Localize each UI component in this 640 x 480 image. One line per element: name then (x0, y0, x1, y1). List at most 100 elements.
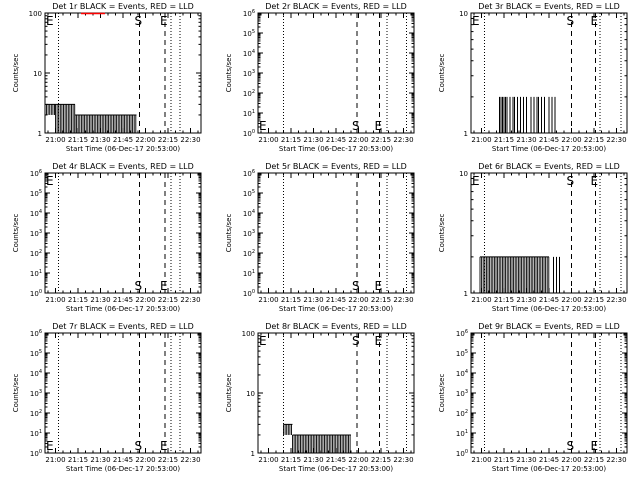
y-tick-label: 1 (38, 130, 42, 138)
y-tick-label: 105 (243, 189, 255, 198)
x-tick-label: 22:30 (606, 456, 626, 464)
x-tick-label: 21:15 (68, 296, 88, 304)
x-tick-label: 22:30 (180, 456, 200, 464)
y-axis-label: Counts/sec (12, 214, 20, 253)
x-tick-label: 21:30 (516, 456, 536, 464)
marker-label-e: E (375, 279, 383, 293)
x-tick-label: 22:15 (158, 136, 178, 144)
y-tick-label: 103 (30, 229, 42, 238)
marker-label-s: S (567, 14, 575, 28)
y-tick-label: 100 (30, 289, 42, 298)
y-tick-label: 106 (456, 329, 468, 338)
x-tick-label: 22:15 (371, 136, 391, 144)
x-tick-label: 22:00 (135, 136, 155, 144)
panel-det-3r: Det 3r BLACK = Events, RED = LLD 1 10 Count… (438, 2, 628, 153)
marker-label-e: E (46, 174, 54, 188)
y-axis-label: Counts/sec (225, 374, 233, 413)
marker-label-e: E (591, 439, 599, 453)
x-tick-label: 21:30 (303, 456, 323, 464)
marker-label-s: S (352, 279, 360, 293)
marker-label-s: S (135, 14, 143, 28)
plot-frame (44, 172, 202, 294)
y-axis-label: Counts/sec (12, 374, 20, 413)
x-tick-label: 21:45 (539, 136, 559, 144)
y-axis-label: Counts/sec (438, 214, 446, 253)
y-tick-label: 10 (459, 10, 468, 18)
x-tick-label: 22:00 (135, 456, 155, 464)
x-tick-label: 21:15 (281, 456, 301, 464)
y-axis-label: Counts/sec (438, 374, 446, 413)
x-axis-label: Start Time (06-Dec-17 20:53:00) (279, 305, 393, 313)
x-tick-label: 21:15 (494, 296, 514, 304)
panel-title: Det 7r BLACK = Events, RED = LLD (52, 322, 194, 331)
y-tick-label: 106 (30, 169, 42, 178)
x-tick-label: 21:45 (326, 296, 346, 304)
y-tick-label: 10 (33, 70, 42, 78)
plot-frame (470, 332, 628, 454)
x-tick-label: 21:45 (326, 136, 346, 144)
marker-label-s: S (135, 279, 143, 293)
y-tick-label: 100 (242, 330, 255, 338)
x-tick-label: 22:30 (393, 136, 413, 144)
panel-title: Det 4r BLACK = Events, RED = LLD (52, 162, 194, 171)
y-tick-label: 102 (243, 249, 255, 258)
y-tick-label: 101 (243, 269, 255, 278)
x-tick-label: 21:30 (90, 456, 110, 464)
panel-det-6r: Det 6r BLACK = Events, RED = LLD 1 10 Count… (438, 162, 628, 313)
marker-label-s: S (135, 439, 143, 453)
marker-label-e: E (472, 174, 480, 188)
x-axis-label: Start Time (06-Dec-17 20:53:00) (66, 465, 180, 473)
x-tick-label: 21:45 (539, 456, 559, 464)
y-tick-label: 10 (246, 390, 255, 398)
x-tick-label: 22:00 (561, 296, 581, 304)
x-tick-label: 21:30 (516, 136, 536, 144)
marker-label-e: E (259, 334, 267, 348)
x-tick-label: 22:15 (158, 456, 178, 464)
x-tick-label: 22:30 (180, 136, 200, 144)
y-axis-label: Counts/sec (225, 214, 233, 253)
x-tick-label: 21:30 (90, 136, 110, 144)
x-tick-label: 21:15 (281, 296, 301, 304)
panel-det-9r: Det 9r BLACK = Events, RED = LLD 100 101 10… (438, 322, 628, 473)
panel-title: Det 6r BLACK = Events, RED = LLD (478, 162, 620, 171)
x-tick-label: 21:15 (494, 136, 514, 144)
x-tick-label: 22:00 (348, 456, 368, 464)
x-tick-label: 22:00 (348, 296, 368, 304)
x-tick-label: 21:15 (68, 456, 88, 464)
x-tick-label: 22:00 (561, 136, 581, 144)
panel-det-5r: Det 5r BLACK = Events, RED = LLD 100 101 10… (225, 162, 415, 313)
x-tick-label: 21:45 (113, 456, 133, 464)
panel-det-8r: Det 8r BLACK = Events, RED = LLD 1 10 100 Co… (225, 322, 415, 473)
marker-label-e: E (46, 14, 54, 28)
x-tick-label: 22:00 (135, 296, 155, 304)
y-axis-label: Counts/sec (438, 54, 446, 93)
x-tick-label: 21:30 (303, 296, 323, 304)
panel-title: Det 1r BLACK = Events, RED = LLD (52, 2, 194, 11)
marker-label-s: S (352, 334, 360, 348)
x-tick-label: 21:30 (90, 296, 110, 304)
y-tick-label: 1 (464, 130, 468, 138)
x-tick-label: 21:00 (258, 456, 278, 464)
marker-label-s: S (567, 439, 575, 453)
panel-det-2r: Det 2r BLACK = Events, RED = LLD 100 101 10… (225, 2, 415, 153)
marker-label-e: E (160, 14, 168, 28)
x-axis-label: Start Time (06-Dec-17 20:53:00) (492, 305, 606, 313)
x-axis-label: Start Time (06-Dec-17 20:53:00) (492, 145, 606, 153)
y-tick-label: 106 (30, 329, 42, 338)
x-tick-label: 22:30 (393, 456, 413, 464)
y-tick-label: 100 (456, 449, 468, 458)
x-tick-label: 22:30 (393, 296, 413, 304)
y-tick-label: 104 (30, 369, 42, 378)
y-tick-label: 105 (30, 349, 42, 358)
y-tick-label: 105 (456, 349, 468, 358)
marker-label-e: E (160, 279, 168, 293)
y-tick-label: 104 (243, 209, 255, 218)
y-axis-label: Counts/sec (12, 54, 20, 93)
x-tick-label: 22:15 (371, 296, 391, 304)
panel-title: Det 5r BLACK = Events, RED = LLD (265, 162, 407, 171)
panel-title: Det 9r BLACK = Events, RED = LLD (478, 322, 620, 331)
x-tick-label: 22:00 (561, 456, 581, 464)
marker-label-e: E (46, 439, 54, 453)
y-tick-label: 101 (243, 109, 255, 118)
